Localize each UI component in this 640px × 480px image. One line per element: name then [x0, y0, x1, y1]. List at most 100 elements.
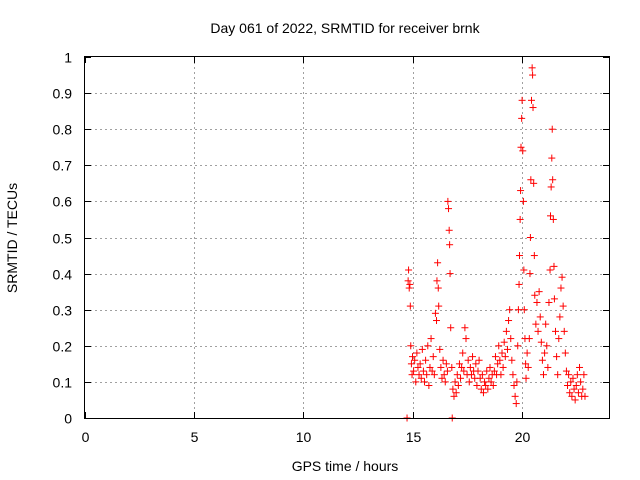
data-point	[576, 363, 584, 371]
y-tick-label: 0.5	[53, 231, 73, 247]
data-point	[437, 363, 445, 371]
data-point	[451, 378, 459, 386]
data-point	[498, 349, 506, 357]
data-point	[412, 378, 420, 386]
data-point	[478, 371, 486, 379]
data-point	[545, 298, 553, 306]
plot-frame	[84, 56, 610, 419]
y-tick-label: 0.8	[53, 122, 73, 138]
data-point	[567, 378, 575, 386]
data-point	[448, 363, 456, 371]
data-point	[408, 371, 416, 379]
data-point	[518, 96, 526, 104]
data-point	[442, 360, 450, 368]
data-point	[434, 284, 442, 292]
data-point	[516, 215, 524, 223]
data-point	[499, 363, 507, 371]
data-point	[496, 356, 504, 364]
data-point	[534, 327, 542, 335]
data-point	[518, 114, 526, 122]
data-point	[441, 378, 449, 386]
data-point	[421, 378, 429, 386]
data-point	[443, 367, 451, 375]
y-tick-label: 0.6	[53, 194, 73, 210]
data-point	[439, 356, 447, 364]
data-point	[550, 295, 558, 303]
data-point	[411, 356, 419, 364]
data-point	[514, 342, 522, 350]
data-point	[466, 363, 474, 371]
data-point	[429, 353, 437, 361]
data-point	[535, 288, 543, 296]
data-point	[506, 306, 514, 314]
tick-labels: 0 5 10 15 20 0 0.1 0.2 0.3 0.4 0.5 0.6 0.7 0.8 0.9 1	[53, 50, 531, 446]
data-point	[426, 363, 434, 371]
data-point	[528, 64, 536, 72]
data-point	[486, 363, 494, 371]
data-point	[517, 143, 525, 151]
data-point	[564, 382, 572, 390]
data-point	[494, 360, 502, 368]
data-point	[510, 382, 518, 390]
grid-layer	[85, 57, 609, 418]
data-point	[472, 360, 480, 368]
data-point	[540, 371, 547, 379]
data-point	[440, 371, 448, 379]
data-point	[519, 147, 527, 155]
tick-layer	[85, 57, 609, 419]
data-point	[555, 335, 563, 343]
y-tick-label: 1	[64, 50, 72, 66]
data-point	[556, 313, 564, 321]
y-axis-label: SRMTID / TECUs	[4, 183, 20, 293]
data-point	[570, 385, 578, 393]
data-point	[447, 324, 455, 332]
data-point	[560, 327, 568, 335]
y-tick-label: 0.7	[53, 158, 73, 174]
data-point	[473, 382, 481, 390]
data-point	[482, 382, 490, 390]
y-tick-label: 0.4	[53, 267, 73, 283]
data-point	[489, 382, 497, 390]
data-point	[495, 342, 503, 350]
data-point	[422, 356, 430, 364]
data-points	[403, 64, 589, 422]
data-point	[446, 270, 454, 278]
data-point	[579, 385, 587, 393]
data-point	[562, 367, 570, 375]
data-point	[542, 320, 550, 328]
x-tick-label: 0	[82, 429, 90, 445]
y-tick-label: 0.1	[53, 375, 73, 391]
data-point	[558, 273, 566, 281]
data-point	[549, 215, 557, 223]
data-point	[483, 367, 491, 375]
data-point	[526, 270, 534, 278]
data-point	[502, 327, 510, 335]
data-point	[574, 389, 582, 397]
data-point	[460, 367, 468, 375]
data-point	[455, 360, 463, 368]
data-point	[434, 259, 442, 267]
data-point	[475, 356, 483, 364]
data-point	[461, 324, 469, 332]
data-point	[554, 371, 562, 379]
data-point	[565, 371, 573, 379]
data-point	[581, 392, 589, 400]
data-point	[503, 345, 511, 353]
data-point	[500, 338, 508, 346]
data-point	[526, 234, 534, 241]
data-point	[406, 280, 414, 288]
data-point	[497, 371, 505, 379]
data-point	[536, 313, 544, 321]
data-point	[424, 342, 432, 350]
data-point	[462, 335, 470, 343]
data-point	[479, 389, 487, 397]
data-point	[409, 353, 416, 361]
chart-title: Day 061 of 2022, SRMTID for receiver brn…	[210, 20, 480, 36]
data-point	[477, 385, 485, 393]
data-point	[418, 345, 426, 353]
data-point	[532, 320, 540, 328]
data-point	[474, 367, 482, 375]
data-point	[481, 378, 489, 386]
data-point	[459, 349, 467, 357]
